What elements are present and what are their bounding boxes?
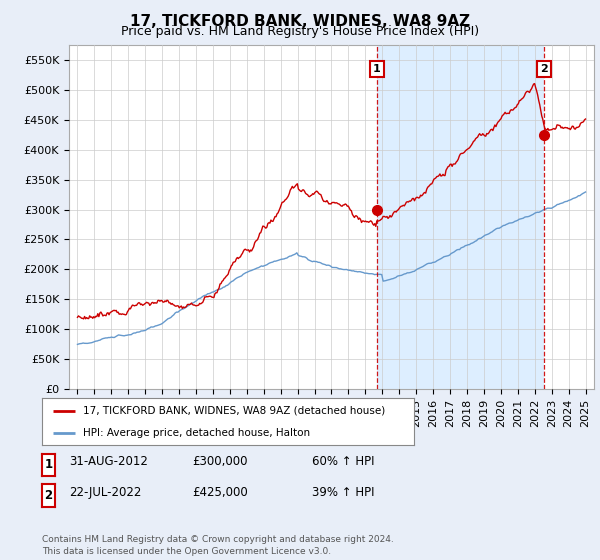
Text: 1: 1	[373, 64, 380, 74]
Text: 2: 2	[44, 489, 53, 502]
Text: 17, TICKFORD BANK, WIDNES, WA8 9AZ: 17, TICKFORD BANK, WIDNES, WA8 9AZ	[130, 14, 470, 29]
Text: 60% ↑ HPI: 60% ↑ HPI	[312, 455, 374, 468]
Text: 2: 2	[540, 64, 548, 74]
Text: HPI: Average price, detached house, Halton: HPI: Average price, detached house, Halt…	[83, 428, 310, 438]
Bar	[377, 45, 544, 389]
Text: 31-AUG-2012: 31-AUG-2012	[69, 455, 148, 468]
Text: £300,000: £300,000	[192, 455, 248, 468]
Text: £425,000: £425,000	[192, 486, 248, 499]
Text: 1: 1	[44, 458, 53, 472]
Text: Price paid vs. HM Land Registry's House Price Index (HPI): Price paid vs. HM Land Registry's House …	[121, 25, 479, 38]
Text: 22-JUL-2022: 22-JUL-2022	[69, 486, 142, 499]
Text: 17, TICKFORD BANK, WIDNES, WA8 9AZ (detached house): 17, TICKFORD BANK, WIDNES, WA8 9AZ (deta…	[83, 406, 385, 416]
Text: Contains HM Land Registry data © Crown copyright and database right 2024.
This d: Contains HM Land Registry data © Crown c…	[42, 535, 394, 556]
Text: 39% ↑ HPI: 39% ↑ HPI	[312, 486, 374, 499]
